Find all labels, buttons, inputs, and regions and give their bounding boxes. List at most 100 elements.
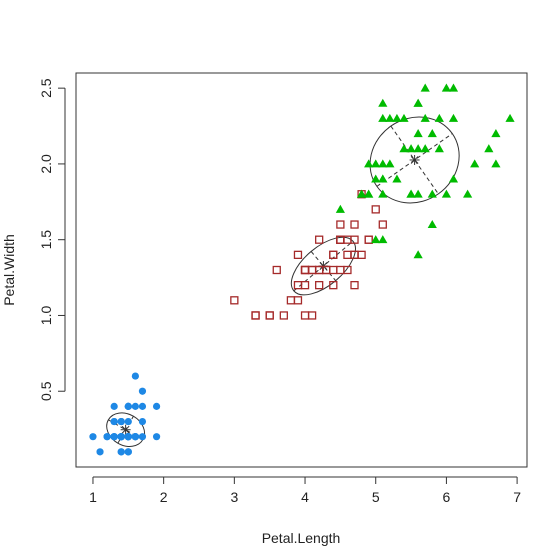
y-tick-label: 1.5 [38,230,54,250]
data-point [329,265,338,275]
x-axis: 1 2 3 4 5 6 7 [89,476,521,505]
data-point [251,311,260,320]
data-point [300,265,310,275]
data-point [124,417,132,426]
data-point [300,281,310,290]
data-point [138,402,147,410]
data-point [378,174,388,183]
data-point [448,174,459,183]
data-point [152,402,161,410]
data-point [463,189,473,198]
data-point [307,265,317,275]
data-point [110,402,118,410]
data-point [124,433,132,441]
data-point [131,433,139,441]
data-point [300,311,310,320]
data-point [392,174,402,183]
data-point [89,433,97,441]
plot-frame [75,72,528,468]
data-point [357,250,366,259]
data-point [434,113,444,122]
data-point [406,189,416,198]
y-tick-label: 1.0 [38,306,54,326]
data-point [427,129,437,138]
x-tick-label: 4 [301,489,309,505]
data-point [251,311,260,320]
data-point [300,265,310,275]
data-point [378,189,388,198]
data-point [343,265,352,275]
data-point [378,113,388,122]
x-tick-label: 6 [443,489,451,505]
data-point [420,113,430,122]
data-point [307,311,317,320]
data-point [371,174,381,183]
data-point [329,281,338,290]
data-point [336,220,345,229]
x-tick-label: 7 [513,489,521,505]
data-point [350,235,359,244]
data-point [406,144,416,153]
data-point [315,281,324,290]
data-point [378,98,388,107]
x-tick-label: 1 [89,489,97,505]
x-tick-label: 2 [160,489,168,505]
data-point [230,296,239,305]
centroid-marker [409,154,420,165]
data-point [307,265,317,275]
data-point [491,129,501,138]
centroid-stroke [121,425,130,434]
data-point [420,144,430,153]
data-point [110,433,118,441]
data-point [265,311,274,320]
data-point [110,417,118,426]
data-point [385,113,395,122]
data-point [279,311,288,320]
data-point [413,129,423,138]
data-point [364,189,374,198]
data-point [300,265,310,275]
data-point [138,387,147,395]
data-point [152,433,161,441]
data-point [356,189,367,198]
data-point [322,265,331,275]
y-axis-title: Petal.Width [1,234,17,306]
data-point [103,433,111,441]
data-point [413,250,423,259]
data-point [413,144,423,153]
data-point [385,159,395,168]
data-point [329,250,338,259]
data-point [371,205,380,214]
data-point [293,250,303,259]
x-axis-title: Petal.Length [262,530,341,546]
data-point [399,113,409,122]
data-point [117,448,125,456]
data-point [138,417,147,426]
data-point [272,265,281,275]
group-ellipses [106,116,460,447]
data-point [350,220,359,229]
data-point [399,144,409,153]
y-tick-label: 2.5 [38,78,54,98]
y-axis: 0.5 1.0 1.5 2.0 2.5 [38,78,66,401]
data-point [117,433,125,441]
data-point [364,159,374,168]
data-point [378,220,387,229]
data-point [265,311,274,320]
data-point [335,204,345,213]
data-point [448,113,459,122]
data-point [315,235,324,244]
ellipse-minor-axis [310,251,337,282]
data-point [484,144,494,153]
x-tick-label: 3 [230,489,238,505]
data-point [413,98,423,107]
y-tick-label: 2.0 [38,154,54,174]
data-point [343,250,352,259]
data-point [420,83,430,92]
data-point [427,189,437,198]
data-point [441,189,452,198]
data-point [491,159,501,168]
data-point [441,83,452,92]
data-point [364,235,373,244]
